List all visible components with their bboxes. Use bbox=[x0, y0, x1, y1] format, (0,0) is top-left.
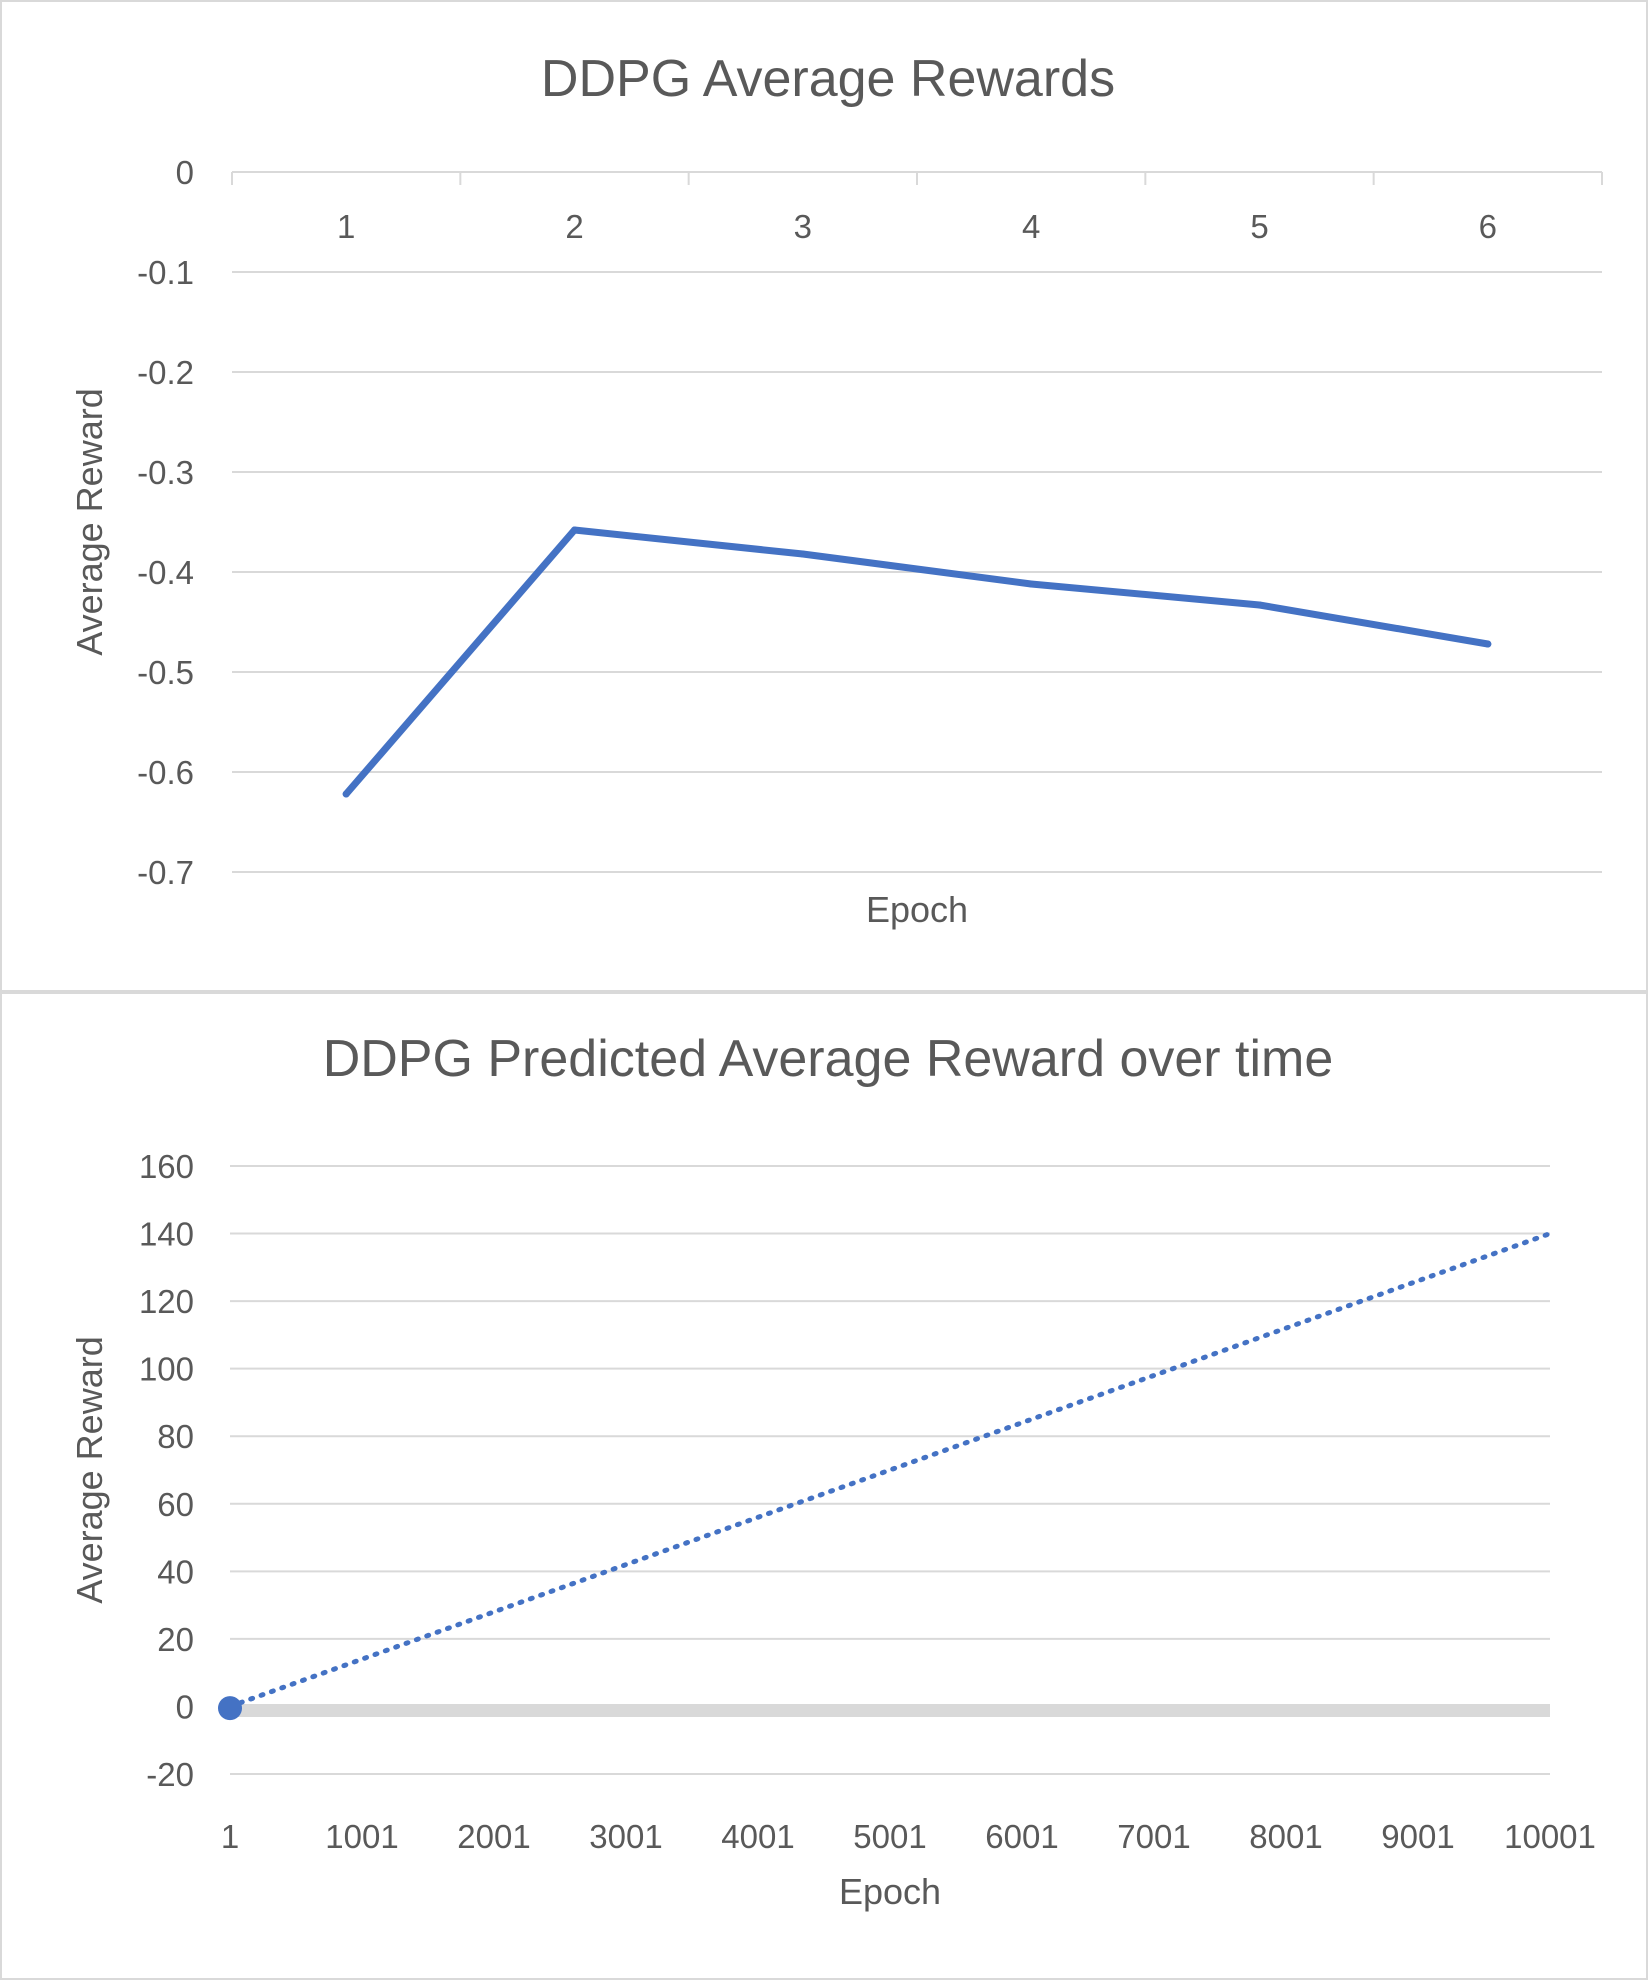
x-tick-label: 5 bbox=[1250, 208, 1268, 245]
x-axis-label: Epoch bbox=[866, 889, 968, 930]
y-tick-label: -0.1 bbox=[137, 254, 194, 291]
data-point-epoch-1 bbox=[218, 1696, 242, 1721]
x-tick-label: 1 bbox=[337, 208, 355, 245]
data-point bbox=[1484, 640, 1492, 648]
y-tick-label: -0.2 bbox=[137, 354, 194, 391]
y-tick-label: 20 bbox=[157, 1621, 194, 1658]
chart-panel-predicted-reward: DDPG Predicted Average Reward over time … bbox=[0, 992, 1648, 1980]
y-tick-label: -0.6 bbox=[137, 754, 194, 791]
x-tick-label: 6 bbox=[1479, 208, 1497, 245]
y-tick-label: 100 bbox=[139, 1351, 194, 1388]
y-axis-label: Average Reward bbox=[69, 388, 110, 656]
x-tick-label: 3001 bbox=[589, 1818, 662, 1855]
y-tick-label: -0.7 bbox=[137, 854, 194, 891]
x-tick-label: 2001 bbox=[457, 1818, 530, 1855]
trendline-predicted-reward bbox=[227, 1231, 1553, 1709]
y-tick-label: 0 bbox=[176, 154, 194, 191]
y-tick-label: 0 bbox=[176, 1688, 194, 1725]
x-tick-label: 3 bbox=[794, 208, 812, 245]
series-line-average-reward bbox=[342, 526, 1492, 798]
x-tick-label: 4 bbox=[1022, 208, 1040, 245]
chart-panel-average-rewards: DDPG Average Rewards 1 2 3 4 5 6 0 -0.1 -0.2 -0.… bbox=[0, 0, 1648, 992]
y-tick-label: 60 bbox=[157, 1486, 194, 1523]
x-tick-label: 9001 bbox=[1381, 1818, 1454, 1855]
y-tick-label: -0.4 bbox=[137, 554, 194, 591]
y-tick-label: 140 bbox=[139, 1216, 194, 1253]
y-axis-label: Average Reward bbox=[69, 1336, 110, 1604]
y-tick-label: -0.3 bbox=[137, 454, 194, 491]
chart-title: DDPG Average Rewards bbox=[541, 50, 1115, 108]
data-point bbox=[342, 790, 350, 798]
x-tick-label: 7001 bbox=[1117, 1818, 1190, 1855]
x-tick-label: 6001 bbox=[985, 1818, 1058, 1855]
y-tick-label: 80 bbox=[157, 1418, 194, 1455]
y-tick-label: 160 bbox=[139, 1148, 194, 1185]
x-tick-label: 10001 bbox=[1504, 1818, 1596, 1855]
predicted-reward-chart: DDPG Predicted Average Reward over time … bbox=[69, 1030, 1596, 1912]
x-tick-label: 5001 bbox=[853, 1818, 926, 1855]
average-rewards-chart: DDPG Average Rewards 1 2 3 4 5 6 0 -0.1 -0.2 -0.… bbox=[69, 50, 1603, 930]
x-axis-label: Epoch bbox=[839, 1871, 941, 1912]
y-tick-label: 40 bbox=[157, 1553, 194, 1590]
x-tick-label: 1 bbox=[221, 1818, 239, 1855]
x-tick-label: 2 bbox=[565, 208, 583, 245]
chart-title: DDPG Predicted Average Reward over time bbox=[323, 1030, 1334, 1088]
x-tick-label: 4001 bbox=[721, 1818, 794, 1855]
y-tick-label: 120 bbox=[139, 1283, 194, 1320]
data-point bbox=[799, 550, 807, 558]
x-tick-label: 8001 bbox=[1249, 1818, 1322, 1855]
data-point bbox=[1256, 601, 1263, 609]
data-point bbox=[1027, 580, 1035, 588]
data-point bbox=[571, 526, 578, 534]
y-tick-label: -0.5 bbox=[137, 654, 194, 691]
x-tick-label: 1001 bbox=[325, 1818, 398, 1855]
y-tick-label: -20 bbox=[146, 1756, 194, 1793]
